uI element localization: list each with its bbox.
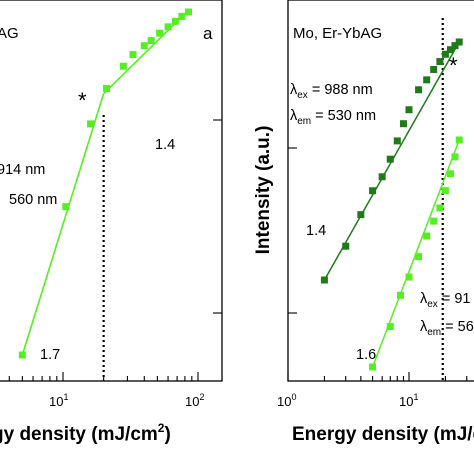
fit-line-left-0 [21, 93, 105, 356]
data-point-right-light [455, 136, 463, 144]
emission-label-left: 560 nm [9, 192, 57, 208]
slope-label-14-left: 1.4 [155, 137, 175, 153]
data-point-left [62, 203, 70, 211]
data-point-right-light [386, 323, 394, 331]
y-axis-label-right: Intensity (a.u.) [253, 126, 274, 255]
plot-frame-right [287, 0, 474, 382]
data-point-left [171, 17, 179, 25]
data-point-right-light [451, 153, 459, 161]
x-tick-label-10-0: 100 [277, 392, 296, 409]
lambda-ex-91: λex = 91 [420, 291, 470, 310]
lambda-ex-988: λex = 988 nm [290, 82, 373, 101]
data-point-right-dark [451, 42, 459, 50]
data-point-left [164, 23, 172, 31]
markers-right [320, 38, 463, 371]
data-point-right-dark [405, 106, 413, 114]
data-point-left [87, 120, 95, 128]
data-point-left [129, 51, 137, 59]
data-point-right-dark [436, 58, 444, 66]
legend-text-left: AG [0, 25, 19, 42]
data-point-right-dark [386, 155, 394, 163]
y-ticks-right [288, 147, 297, 314]
data-point-right-dark [399, 120, 407, 128]
data-point-right-dark [378, 173, 386, 181]
data-point-right-light [430, 217, 438, 225]
lambda-em-530: λem = 530 nm [290, 108, 376, 127]
data-point-right-light [436, 204, 444, 212]
x-ticks-right [287, 372, 468, 381]
data-point-left [156, 29, 164, 37]
slope-label-17-left: 1.7 [40, 347, 60, 363]
data-point-left [18, 351, 26, 359]
x-tick-label-10-2: 102 [185, 392, 204, 409]
data-point-right-dark [320, 276, 328, 284]
data-point-right-dark [357, 211, 365, 219]
excitation-label-left: 914 nm [0, 162, 45, 178]
data-point-right-light [423, 232, 431, 240]
panel-right: Mo, Er-YbAG * λex = 988 nm λem = 530 nm … [253, 0, 474, 445]
data-point-right-dark [455, 38, 463, 46]
legend-text-right: Mo, Er-YbAG [293, 25, 382, 42]
x-ticks-left [8, 372, 199, 381]
x-tick-label-10-1-right: 101 [399, 392, 418, 409]
data-point-right-dark [393, 137, 401, 145]
data-point-right-light [396, 291, 404, 299]
plot-frame-left [0, 0, 223, 382]
data-point-left [178, 12, 186, 20]
data-point-right-dark [415, 86, 423, 94]
markers-left [18, 8, 192, 359]
panel-label-a: a [203, 24, 213, 43]
fit-lines-left [21, 9, 190, 356]
data-point-right-light [446, 170, 454, 178]
data-point-right-light [441, 187, 449, 195]
data-point-right-light [415, 253, 423, 261]
data-point-right-dark [430, 66, 438, 74]
data-point-right-light [405, 273, 413, 281]
data-point-left [102, 85, 110, 93]
y-ticks-left [213, 119, 222, 314]
x-axis-label-right: Energy density (mJ/c [292, 424, 474, 445]
panel-left: AG a * 914 nm 560 nm 1.4 1.7 101 102 gy … [0, 0, 223, 445]
slope-label-14-right: 1.4 [306, 223, 326, 239]
data-point-left [184, 8, 192, 16]
x-tick-label-10-1: 101 [49, 392, 68, 409]
data-point-right-dark [342, 242, 350, 250]
data-point-left [119, 62, 127, 70]
slope-label-16-right: 1.6 [356, 347, 376, 363]
data-point-right-dark [441, 50, 449, 58]
asterisk-right: * [449, 53, 458, 78]
data-point-right-light [369, 363, 377, 371]
data-point-left [147, 37, 155, 45]
x-axis-label-left: gy density (mJ/cm2) [0, 421, 171, 445]
data-point-right-dark [446, 46, 454, 54]
data-point-right-dark [423, 76, 431, 84]
lambda-em-56: λem = 56 [420, 319, 474, 338]
asterisk-left: * [78, 88, 87, 113]
data-point-left [140, 42, 148, 50]
data-point-right-dark [369, 187, 377, 195]
